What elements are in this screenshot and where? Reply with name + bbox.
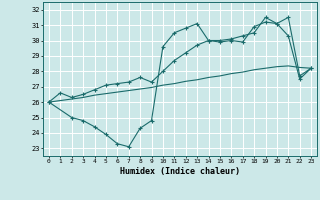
X-axis label: Humidex (Indice chaleur): Humidex (Indice chaleur) [120, 167, 240, 176]
